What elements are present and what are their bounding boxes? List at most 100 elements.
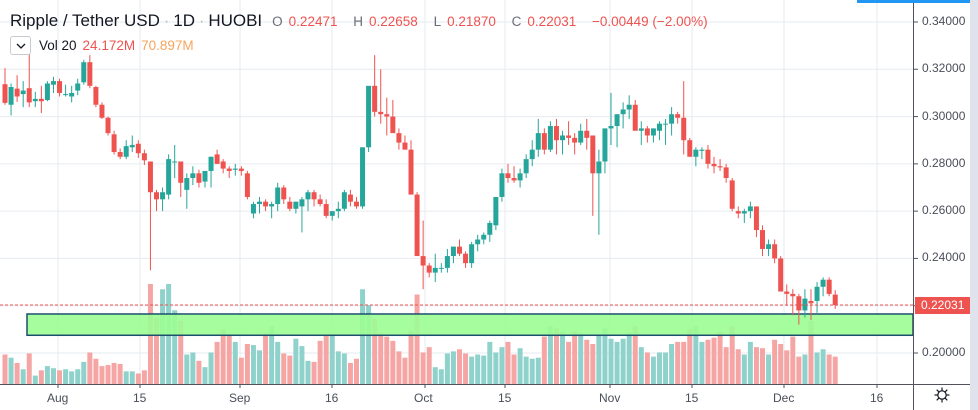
candle-body [293,201,299,209]
time-axis-label: 15 [133,391,147,405]
volume-bar [753,347,759,384]
volume-bar [681,341,687,384]
candle-body [390,116,396,134]
volume-bar [420,352,426,384]
volume-bar [287,355,293,384]
gear-icon[interactable] [933,386,951,404]
candle-body [99,104,105,118]
candle-body [560,135,566,141]
candle-body [408,149,414,195]
volume-bar [693,326,699,384]
candle-body [626,104,632,110]
candle-body [135,143,141,154]
candle-body [172,161,178,163]
volume-bar [705,339,711,384]
candle-body [329,211,335,216]
volume-bar [820,349,826,384]
price-axis-label: 0.32000 [922,61,966,76]
symbol-name[interactable]: Ripple / Tether USD [10,11,160,30]
candle-body [63,94,69,96]
candle-body [638,128,644,131]
candle-body [250,204,256,214]
volume-bar [729,326,735,384]
candle-body [123,146,129,157]
volume-bar [541,336,547,384]
volume-bar [414,294,420,384]
candle-body [487,222,493,235]
volume-bar [123,371,129,384]
candle-body [166,159,172,195]
volume-bar [426,347,432,384]
candle-body [602,128,608,162]
candle-body [8,87,14,105]
volume-bar [790,336,796,384]
volume-bar [566,341,572,384]
separator: · [163,13,170,30]
volume-bar [244,344,250,384]
price-axis-label: 0.24000 [922,250,966,265]
price-axis-label: 0.34000 [922,14,966,28]
candle-body [620,109,626,115]
volume-bar [8,357,14,384]
volume-bar [99,366,105,384]
candle-body [57,81,63,93]
candle-body [32,98,38,102]
volume-bar [535,357,541,384]
volume-bar [408,330,414,384]
volume-bar [723,347,729,384]
volume-bar [463,353,469,384]
candle-body [44,83,50,101]
candle-body [693,149,699,157]
volume-bar [517,348,523,384]
candle-body [50,81,56,85]
volume-bar [196,360,202,384]
volume-bar [747,341,753,384]
volume-indicator-name[interactable]: Vol 20 [39,38,77,53]
volume-bar [202,367,208,384]
volume-bar [826,354,832,384]
volume-legend: Vol 20 24.172M 70.897M [10,36,194,55]
volume-bar [438,369,444,384]
volume-bar [81,361,87,384]
volume-bar [232,341,238,384]
candle-body [493,196,499,226]
volume-bar [275,341,281,384]
candle-body [553,126,559,141]
volume-bar [172,310,178,384]
volume-bar [402,357,408,384]
volume-bar [257,350,263,384]
volume-bar [269,326,275,384]
candle-body [105,117,111,134]
candle-body [681,117,687,141]
collapse-legend-button[interactable] [10,36,31,55]
close-label: C [511,14,522,29]
volume-bar [578,333,584,384]
candle-body [305,192,311,200]
candle-body [717,166,723,168]
volume-bar [529,358,535,384]
interval[interactable]: 1D [173,11,195,30]
candle-body [820,279,826,287]
volume-bar [220,329,226,384]
candle-body [475,239,481,245]
volume-bar [796,356,802,384]
volume-ma-value: 70.897M [141,38,194,53]
candle-body [38,98,44,102]
volume-bar [160,289,166,384]
volume-bar [584,339,590,384]
volume-bar [384,336,390,384]
volume-bar [717,331,723,384]
candle-body [426,265,432,273]
volume-bar [226,334,232,384]
current-price-tag: 0.22031 [915,296,971,314]
time-axis-label: 15 [498,391,512,405]
candle-body [457,246,462,254]
candle-body [663,123,669,125]
top-toolbar-indicator [857,0,970,3]
candle-body [814,286,820,301]
candle-body [178,161,184,183]
candle-body [505,173,511,179]
candle-body [766,244,772,249]
